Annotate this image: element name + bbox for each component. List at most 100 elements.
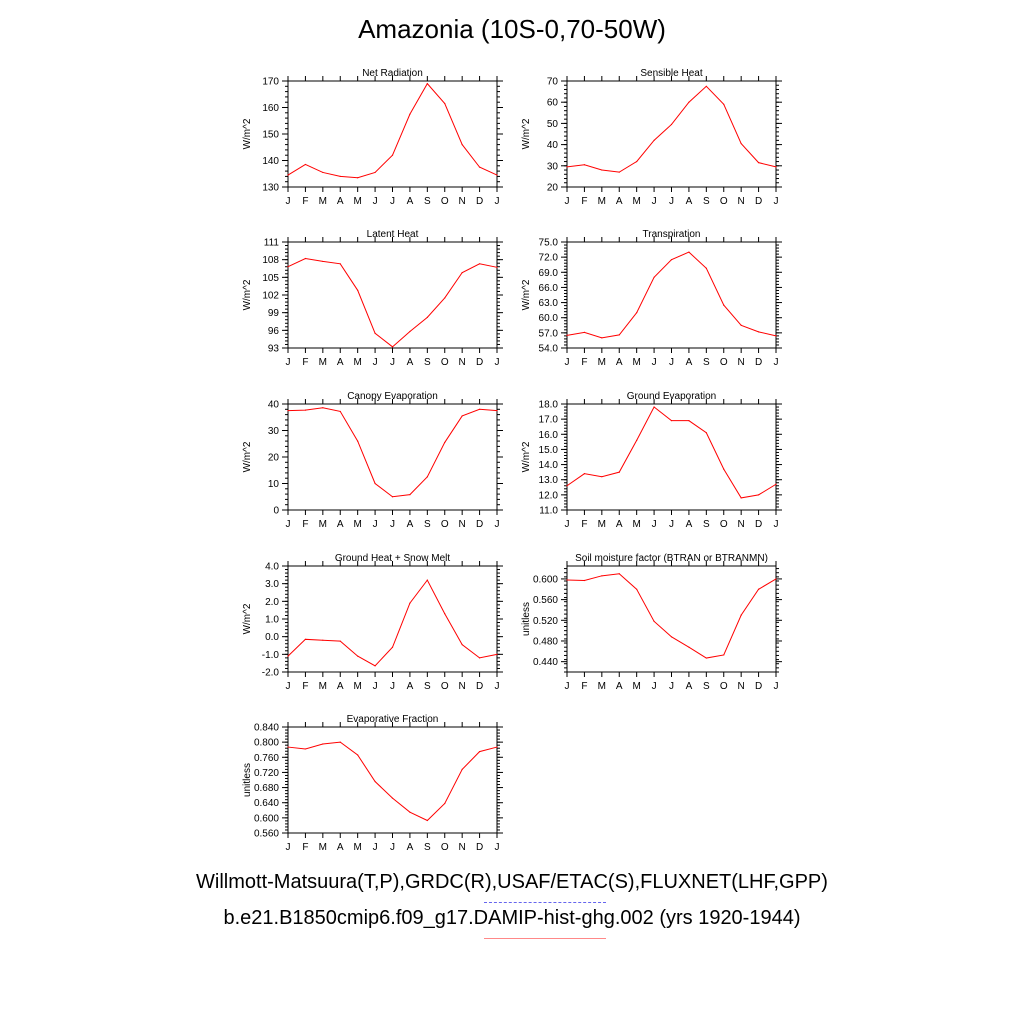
x-tick-label: M [319, 196, 327, 207]
x-tick-label: M [632, 196, 640, 207]
x-tick-label: J [774, 519, 779, 530]
x-tick-label: A [616, 196, 623, 207]
data-point [757, 331, 760, 333]
plot-frame [566, 565, 777, 673]
data-point [496, 746, 498, 748]
y-tick-label: 0.720 [254, 768, 279, 779]
x-tick-label: M [598, 519, 606, 530]
x-tick-label: M [632, 357, 640, 368]
y-tick-label: 40 [268, 400, 280, 411]
y-tick-label: 11.0 [539, 506, 558, 517]
chart-panel: Ground Evaporation W/m^2 11.0 12.0 13.0 14.0 1… [521, 391, 782, 530]
chart-title: Canopy Evaporation [347, 391, 438, 402]
data-point [409, 330, 411, 333]
x-tick-label: A [686, 357, 693, 368]
x-tick-label: J [652, 681, 657, 692]
x-tick-label: O [441, 519, 449, 530]
x-tick-label: A [407, 196, 414, 207]
x-tick-label: N [738, 681, 745, 692]
data-point [705, 432, 707, 434]
x-tick-label: O [441, 842, 449, 853]
data-point [636, 588, 638, 590]
data-point [287, 746, 289, 748]
x-tick-label: J [495, 681, 500, 692]
x-tick-label: F [581, 357, 587, 368]
chart-title: Soil moisture factor (BTRAN or BTRANMN) [575, 553, 768, 564]
data-point [409, 602, 411, 604]
data-point [618, 171, 620, 173]
y-tick-label: 0.600 [533, 574, 558, 585]
data-point [287, 655, 289, 657]
x-tick-label: S [703, 519, 710, 530]
data-point [618, 471, 620, 473]
data-point [357, 289, 359, 291]
data-point [775, 578, 777, 580]
data-point [304, 163, 307, 166]
data-point [636, 312, 638, 314]
data-point [688, 646, 690, 648]
data-point [478, 751, 481, 753]
data-point [775, 166, 777, 168]
data-point [391, 496, 394, 498]
y-tick-label: -2.0 [262, 668, 280, 679]
data-point [740, 142, 742, 145]
data-point [374, 780, 376, 783]
y-tick-label: 15.0 [539, 445, 559, 456]
x-tick-label: A [337, 842, 344, 853]
data-point [705, 85, 707, 87]
x-tick-label: M [319, 357, 327, 368]
x-tick-label: N [459, 357, 466, 368]
data-point [653, 620, 655, 622]
y-tick-label: 0.800 [254, 738, 279, 749]
x-tick-label: J [652, 357, 657, 368]
y-tick-label: 69.0 [539, 268, 559, 279]
x-tick-label: J [495, 357, 500, 368]
y-tick-label: 160 [262, 103, 279, 114]
x-tick-label: D [755, 681, 762, 692]
x-tick-label: O [441, 196, 449, 207]
y-tick-label: 60 [547, 98, 559, 109]
data-point [409, 494, 411, 496]
x-tick-label: M [353, 519, 361, 530]
data-point [583, 579, 586, 582]
series-line [287, 82, 498, 179]
data-point [391, 646, 394, 648]
x-tick-label: M [632, 681, 640, 692]
x-tick-label: A [616, 681, 623, 692]
x-tick-label: S [424, 196, 431, 207]
y-axis-label: unitless [521, 602, 532, 636]
y-tick-label: 30 [268, 426, 280, 437]
x-tick-label: D [476, 357, 483, 368]
data-point [322, 260, 324, 263]
legend-observations-swatch [484, 902, 606, 903]
x-tick-label: N [459, 196, 466, 207]
plot-frame [566, 241, 777, 349]
data-point [496, 410, 498, 412]
data-point [357, 655, 359, 657]
data-point [374, 482, 376, 485]
data-point [601, 337, 603, 339]
x-tick-label: J [286, 681, 291, 692]
data-point [566, 334, 568, 336]
x-tick-label: F [581, 681, 587, 692]
x-tick-label: D [755, 196, 762, 207]
x-tick-label: J [390, 519, 395, 530]
data-point [461, 768, 463, 771]
x-tick-label: O [720, 519, 728, 530]
x-tick-label: N [459, 681, 466, 692]
x-tick-label: A [686, 196, 693, 207]
x-tick-label: N [738, 357, 745, 368]
series-line [287, 741, 498, 822]
x-tick-label: A [407, 842, 414, 853]
y-tick-label: 108 [262, 255, 279, 266]
y-tick-label: 93 [268, 344, 280, 355]
y-tick-label: 0.600 [254, 813, 279, 824]
data-point [322, 743, 324, 745]
plot-frame [566, 80, 777, 188]
x-tick-label: J [652, 519, 657, 530]
x-tick-label: D [476, 681, 483, 692]
x-tick-label: N [459, 519, 466, 530]
data-point [409, 113, 411, 115]
data-point [653, 406, 655, 408]
data-point [339, 741, 341, 743]
